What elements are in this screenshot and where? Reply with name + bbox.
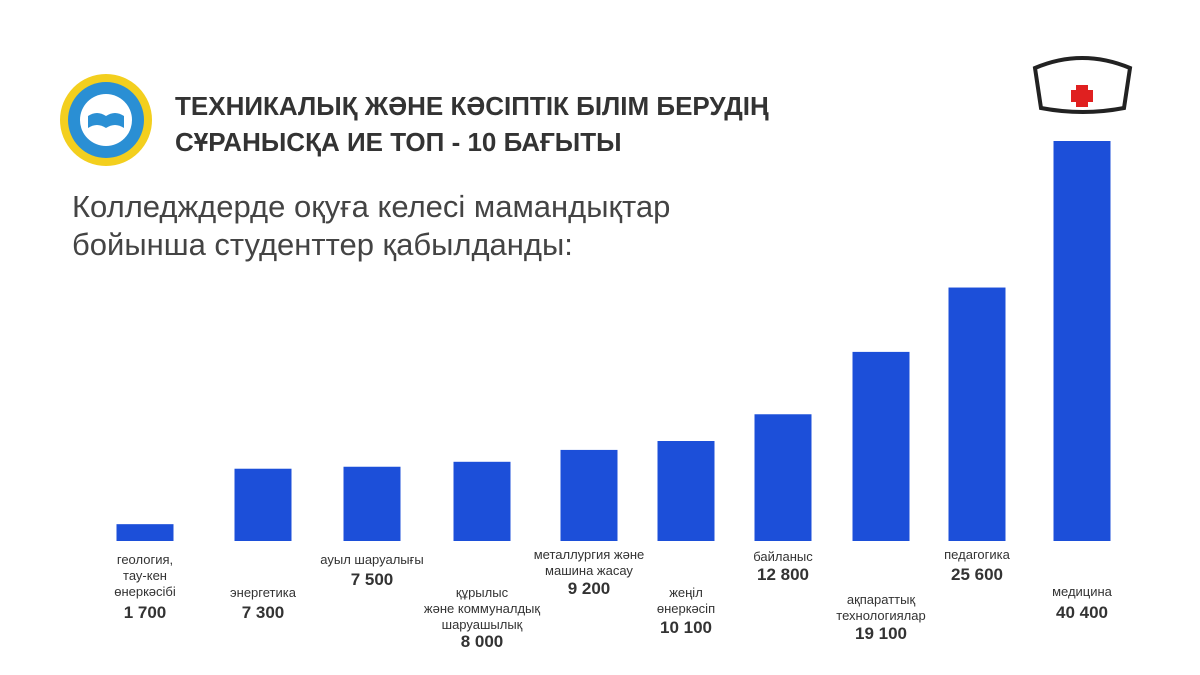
bar (852, 351, 910, 541)
chart-title: ТЕХНИКАЛЫҚ ЖӘНЕ КӘСІПТІК БІЛІМ БЕРУДІҢ С… (175, 91, 769, 157)
logo (60, 74, 152, 166)
value-label: 8 000 (460, 632, 504, 651)
value-label: 9 200 (567, 579, 611, 598)
nurse-cap-icon (1032, 56, 1133, 114)
bar (116, 524, 174, 541)
category-label: геология, тау-кен өнеркәсібі (114, 552, 176, 599)
bar (343, 466, 401, 541)
bar (560, 449, 618, 541)
category-label: байланыс (753, 549, 813, 564)
bar (234, 468, 292, 541)
bar (754, 414, 812, 541)
chart-subtitle: Колледждерде оқуға келесі мамандықтар бо… (72, 189, 671, 262)
category-label: педагогика (944, 547, 1010, 562)
category-label: құрылыс және коммуналдық шаруашылық (423, 585, 541, 632)
bar (1053, 141, 1111, 541)
bar (453, 461, 511, 541)
category-label: ақпараттық технологиялар (836, 592, 926, 623)
value-label: 7 500 (350, 570, 394, 589)
category-label: жеңіл өнеркәсіп (656, 585, 716, 616)
value-label: 7 300 (241, 603, 285, 622)
value-label: 40 400 (1056, 603, 1108, 622)
category-label: энергетика (230, 585, 296, 600)
category-label: медицина (1052, 584, 1112, 599)
bar (948, 287, 1006, 541)
value-label: 12 800 (757, 565, 809, 584)
category-label: ауыл шаруалығы (320, 552, 424, 567)
value-label: 25 600 (951, 565, 1003, 584)
value-label: 19 100 (855, 624, 907, 643)
value-label: 10 100 (660, 618, 712, 637)
bar (657, 441, 715, 541)
value-label: 1 700 (123, 603, 167, 622)
category-label: металлургия және машина жасау (533, 547, 645, 578)
